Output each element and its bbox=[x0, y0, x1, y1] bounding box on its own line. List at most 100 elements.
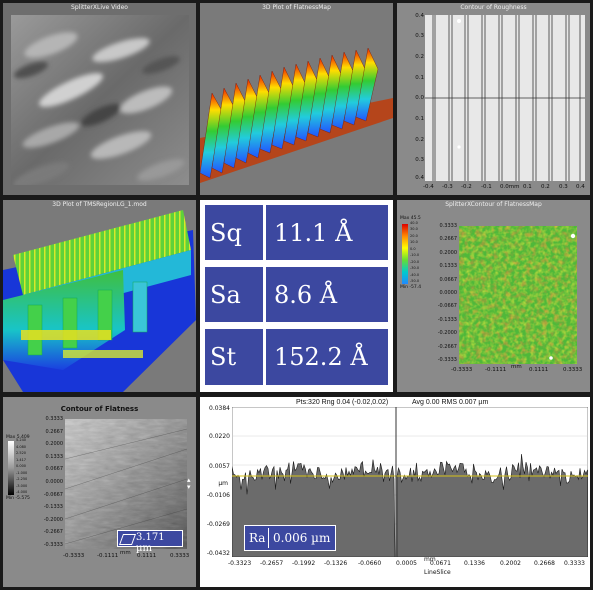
x-tick: 0.0005 bbox=[396, 560, 417, 567]
y-tick: 0.0220 bbox=[209, 433, 230, 440]
y-tick: 0.2667 bbox=[439, 236, 458, 243]
contour-roughness-title: Contour of Roughness bbox=[460, 4, 527, 11]
x-tick: 0.2668 bbox=[534, 560, 555, 567]
y-tick: -0.3333 bbox=[43, 542, 63, 548]
line-profile-panel: Pts:320 Rng 0.04 (-0.02,0.02) Avg 0.00 R… bbox=[200, 397, 590, 587]
profile-b-header: Avg 0.00 RMS 0.007 µm bbox=[412, 399, 489, 406]
contour-flatnessmap-title: SplitterXContour of FlatnessMap bbox=[445, 201, 542, 208]
y-tick: 0.4 bbox=[415, 13, 424, 19]
plot3d-flatness-surface bbox=[200, 47, 393, 183]
y-tick: -0.0432 bbox=[206, 550, 230, 557]
y-tick: -0.2667 bbox=[43, 529, 63, 536]
x-axis-label: LineSlice bbox=[424, 569, 451, 576]
x-tick: 0.2 bbox=[541, 184, 550, 190]
stat-st-label: St bbox=[210, 343, 237, 371]
y-tick: -0.0667 bbox=[437, 303, 457, 310]
stat-label-cell: St bbox=[203, 327, 265, 387]
stat-value-cell: 11.1 Å bbox=[264, 203, 390, 262]
y-tick: 0.0057 bbox=[209, 463, 230, 470]
stats-panel: Sq 11.1 Å Sa 8.6 Å St 152.2 Å bbox=[200, 200, 393, 392]
flatness-contour bbox=[65, 419, 187, 549]
contour-roughness-plot bbox=[425, 15, 585, 181]
contour-flatnessmap-panel: SplitterXContour of FlatnessMap Max 45.5… bbox=[397, 200, 590, 392]
profile-a-y-ticks: 0.0384 0.0220 0.0057 -0.0106 µm -0.0269 … bbox=[202, 405, 230, 557]
ra-divider bbox=[268, 528, 269, 548]
live-video-panel: SplitterXLive Video bbox=[3, 3, 196, 195]
ra-label: Ra bbox=[249, 531, 266, 545]
y-tick: 0.3333 bbox=[45, 416, 64, 422]
contour-roughness-x-ticks: -0.4 -0.3 -0.2 -0.1 0.0mm 0.1 0.2 0.3 0.… bbox=[423, 184, 585, 192]
y-tick: 0.0000 bbox=[439, 290, 458, 296]
x-tick: 0.0mm bbox=[500, 184, 520, 190]
y-tick: -50.0 bbox=[410, 279, 420, 283]
y-tick: 2.520 bbox=[16, 451, 27, 455]
x-tick: -0.3323 bbox=[228, 560, 252, 567]
y-unit: µm bbox=[218, 480, 228, 487]
flatnessmap-x-ticks: -0.3333 -0.1111 mm 0.1111 0.3333 bbox=[451, 364, 582, 377]
plot3d-tmsregion-surface bbox=[3, 210, 196, 392]
y-tick: 0.0667 bbox=[439, 276, 458, 283]
stat-st-value: 152.2 Å bbox=[274, 343, 368, 371]
y-tick: 30.0 bbox=[410, 227, 418, 232]
profile-a-x-ticks: -0.3323 -0.2657 -0.1992 -0.1326 -0.0660 bbox=[228, 560, 396, 570]
y-tick: 0.2000 bbox=[45, 441, 64, 448]
x-tick: -0.0660 bbox=[358, 560, 382, 567]
x-tick: 0.0671 bbox=[430, 560, 451, 567]
y-tick: -10.0 bbox=[410, 253, 420, 258]
y-tick: 0.2667 bbox=[45, 428, 64, 435]
y-tick: -0.1333 bbox=[43, 504, 63, 511]
x-tick: -0.1111 bbox=[485, 367, 507, 373]
stat-value-cell: 8.6 Å bbox=[264, 265, 390, 324]
contour-roughness-panel: Contour of Roughness 0.4 0.3 0.2 0.1 0.0… bbox=[397, 3, 590, 195]
profile-a-header: Pts:320 Rng 0.04 (-0.02,0.02) bbox=[296, 399, 389, 406]
x-tick: -0.4 bbox=[423, 184, 434, 190]
y-tick: 10.0 bbox=[410, 240, 418, 245]
legend-min: Min -5.575 bbox=[6, 496, 30, 501]
contour-flatness-title: Contour of Flatness bbox=[60, 405, 139, 413]
y-tick: -0.2000 bbox=[437, 330, 457, 337]
x-tick: 0.3333 bbox=[564, 560, 585, 567]
plot3d-tmsregion-title: 3D Plot of TMSRegionLG_1.mod bbox=[52, 201, 147, 208]
x-tick: 0.1111 bbox=[137, 553, 157, 559]
x-tick: 0.3 bbox=[559, 184, 568, 190]
stat-label-cell: Sq bbox=[203, 203, 265, 262]
y-tick: -0.0106 bbox=[206, 492, 230, 499]
plot3d-tmsregion-panel: 3D Plot of TMSRegionLG_1.mod bbox=[3, 200, 196, 392]
flatnessmap-legend: Max 45.5 40.0 30.0 20.0 10.0 0.0 -10.0 -20.0 -3… bbox=[400, 216, 428, 290]
flatness-badge: 3.171 µm bbox=[117, 530, 183, 554]
y-tick: -30.0 bbox=[410, 266, 420, 271]
contour-flatness-panel: Contour of Flatness Max 5.409 5.240 4.080… bbox=[3, 397, 196, 587]
x-tick: -0.1111 bbox=[97, 553, 119, 559]
y-tick: -0.3333 bbox=[437, 357, 457, 363]
x-tick: -0.3333 bbox=[63, 553, 85, 559]
x-tick: 0.2002 bbox=[500, 560, 521, 567]
profile-b-area bbox=[396, 453, 588, 557]
legend-min: Min -57.4 bbox=[400, 285, 422, 290]
y-tick: 0.0384 bbox=[209, 405, 230, 412]
y-tick: 0.1 bbox=[415, 116, 424, 122]
x-tick: 0.1111 bbox=[529, 367, 549, 373]
y-tick: -0.2667 bbox=[437, 343, 457, 350]
y-tick: 5.240 bbox=[16, 438, 27, 442]
x-unit: mm bbox=[511, 364, 522, 370]
y-tick: 0.0667 bbox=[45, 466, 64, 473]
ra-value: 0.006 µm bbox=[273, 531, 331, 545]
x-tick: 0.1 bbox=[523, 184, 532, 190]
y-tick: -3.000 bbox=[16, 483, 28, 488]
x-tick: 0.1336 bbox=[464, 560, 485, 567]
y-tick: 0.1 bbox=[415, 75, 424, 81]
legend-max: Max 5.409 bbox=[6, 435, 30, 440]
x-tick: -0.3333 bbox=[451, 367, 473, 373]
stat-sa-label: Sa bbox=[210, 280, 241, 309]
y-tick: -20.0 bbox=[410, 259, 420, 264]
y-tick: 0.3 bbox=[415, 157, 424, 163]
x-tick: -0.3 bbox=[442, 184, 453, 190]
stat-value-cell: 152.2 Å bbox=[264, 327, 390, 387]
x-tick: -0.1992 bbox=[292, 560, 316, 567]
stat-sq-value: 11.1 Å bbox=[274, 218, 353, 247]
flatness-legend: Max 5.409 5.240 4.080 2.520 1.417 0.000 -1.00… bbox=[6, 435, 34, 501]
legend-colorbar bbox=[402, 224, 408, 284]
flatnessmap-contour bbox=[459, 226, 577, 364]
plot3d-flatness-panel: 3D Plot of FlatnessMap bbox=[200, 3, 393, 195]
y-tick: -0.1333 bbox=[437, 316, 457, 323]
